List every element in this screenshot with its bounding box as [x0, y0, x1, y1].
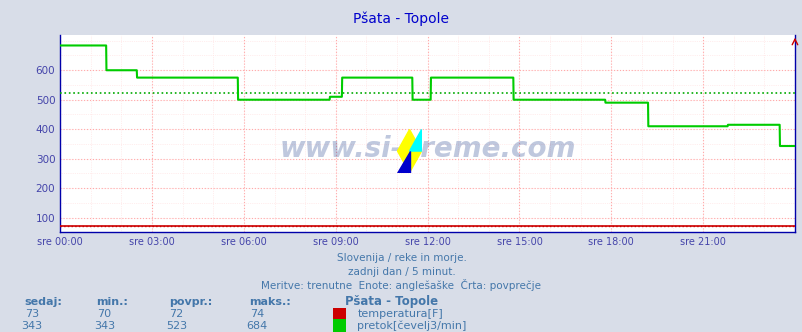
Text: 73: 73: [25, 309, 39, 319]
Text: sedaj:: sedaj:: [24, 297, 62, 307]
Text: Meritve: trenutne  Enote: anglešaške  Črta: povprečje: Meritve: trenutne Enote: anglešaške Črta…: [261, 279, 541, 291]
Text: 684: 684: [246, 321, 267, 331]
Text: povpr.:: povpr.:: [168, 297, 212, 307]
Text: Pšata - Topole: Pšata - Topole: [353, 12, 449, 26]
Text: 343: 343: [22, 321, 43, 331]
Text: Pšata - Topole: Pšata - Topole: [345, 295, 438, 308]
Text: zadnji dan / 5 minut.: zadnji dan / 5 minut.: [347, 267, 455, 277]
Text: maks.:: maks.:: [249, 297, 290, 307]
Text: 343: 343: [94, 321, 115, 331]
Text: Slovenija / reke in morje.: Slovenija / reke in morje.: [336, 253, 466, 263]
Text: min.:: min.:: [96, 297, 128, 307]
Text: pretok[čevelj3/min]: pretok[čevelj3/min]: [357, 320, 466, 331]
Text: 72: 72: [169, 309, 184, 319]
Text: 74: 74: [249, 309, 264, 319]
Text: temperatura[F]: temperatura[F]: [357, 309, 443, 319]
Text: www.si-vreme.com: www.si-vreme.com: [279, 135, 575, 163]
Text: 523: 523: [166, 321, 187, 331]
Polygon shape: [409, 129, 421, 151]
Text: 70: 70: [97, 309, 111, 319]
Polygon shape: [397, 129, 421, 173]
Polygon shape: [397, 151, 409, 173]
